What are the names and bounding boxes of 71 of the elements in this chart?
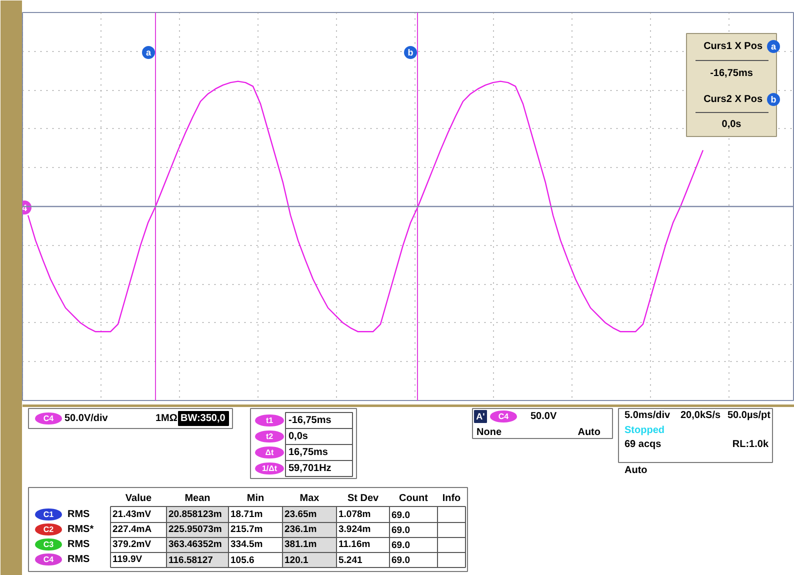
text: 69.0	[392, 540, 410, 551]
text: 105.6	[230, 555, 254, 566]
text: Auto	[624, 465, 648, 476]
text: 69 acqs	[624, 439, 662, 450]
text: 11.16m	[338, 539, 370, 550]
text: RMS	[68, 509, 90, 520]
text: -16,75ms	[288, 415, 332, 426]
text: Curs1 X Pos	[704, 41, 763, 52]
text: RMS*	[68, 524, 94, 535]
text: BW:350,0	[180, 413, 226, 424]
text: 120.1	[284, 555, 309, 566]
text: Count	[399, 493, 429, 504]
text: 227.4mA	[112, 524, 152, 535]
text: 119.9V	[112, 554, 143, 565]
text: RL:1.0k	[732, 439, 769, 450]
text: Auto	[578, 427, 601, 438]
text: 5.0ms/div	[624, 410, 671, 421]
text: 381.1m	[284, 539, 317, 550]
text: C4	[43, 414, 54, 423]
text: Value	[125, 493, 152, 504]
text: 18.71m	[230, 509, 263, 520]
text: 50.0V	[530, 411, 557, 422]
text: 225.95073m	[168, 524, 222, 535]
text: A'	[476, 412, 485, 422]
text: 0,0s	[288, 431, 308, 442]
text: C4	[43, 555, 54, 564]
text: 334.5m	[230, 539, 263, 550]
text: 50.0V/div	[64, 413, 108, 424]
text: C2	[43, 525, 54, 534]
text: 69.0	[392, 510, 410, 521]
text: 215.7m	[230, 524, 263, 535]
text: 5.241	[338, 555, 363, 566]
text: Stopped	[624, 425, 664, 436]
annotation: Curs2 X Pos	[704, 94, 763, 105]
text: 50.0µs/pt	[727, 410, 772, 421]
text: Mean	[184, 493, 210, 504]
text: 3.924m	[338, 524, 371, 535]
text: 23.65m	[284, 509, 317, 520]
text: t1	[266, 416, 274, 425]
text: 116.58127	[168, 555, 213, 566]
text: RMS	[68, 539, 90, 550]
text: Min	[246, 493, 264, 504]
text: 59,701Hz	[288, 463, 332, 474]
text: 379.2mV	[112, 539, 152, 550]
text: 1/Δt	[262, 464, 278, 473]
text: b	[408, 48, 414, 58]
text: a	[770, 42, 776, 52]
text: 21.43mV	[112, 509, 152, 520]
text: 1MΩ	[156, 413, 178, 424]
text: 0,0s	[722, 119, 742, 130]
text: -16,75ms	[710, 68, 754, 79]
text: Info	[442, 493, 461, 504]
text: 1.078m	[338, 509, 371, 520]
text: RMS	[68, 554, 90, 565]
text: 69.0	[392, 555, 410, 566]
text: a	[146, 48, 152, 58]
text: 69.0	[392, 525, 410, 536]
text: 363.46352m	[168, 539, 222, 550]
text: 16,75ms	[288, 447, 328, 458]
text: t2	[266, 432, 274, 441]
text: 236.1m	[284, 524, 317, 535]
text: C3	[43, 540, 54, 549]
text: C1	[43, 510, 54, 519]
text: None	[476, 427, 502, 438]
text: 20.858123m	[168, 509, 222, 520]
text: b	[770, 94, 776, 104]
text: Δt	[265, 448, 274, 457]
text: C4	[498, 412, 510, 421]
text: St Dev	[347, 493, 379, 504]
text: Max	[300, 493, 320, 504]
text: 20,0kS/s	[680, 410, 721, 421]
